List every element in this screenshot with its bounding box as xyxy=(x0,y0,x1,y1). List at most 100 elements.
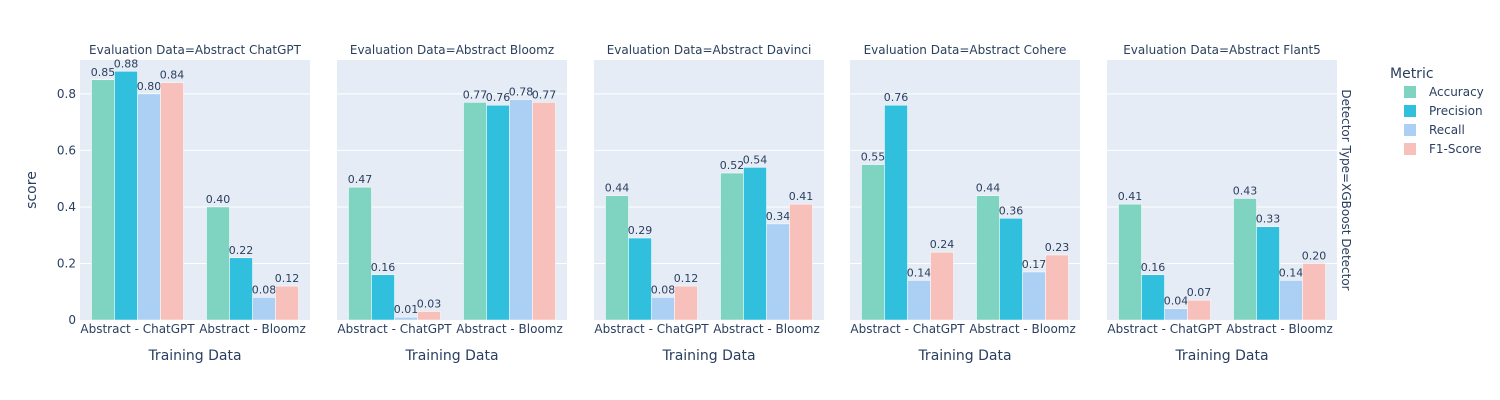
bar-precision xyxy=(114,71,138,321)
bar-f1-score xyxy=(930,251,954,321)
x-axis-title: Training Data xyxy=(1174,348,1268,364)
bar-value-label: 0.29 xyxy=(628,224,653,237)
bar-f1-score xyxy=(1302,263,1326,321)
bar-value-label: 0.76 xyxy=(486,91,511,104)
bar-value-label: 0.54 xyxy=(743,153,768,166)
y-tick-label: 0.4 xyxy=(57,200,76,214)
bar-value-label: 0.03 xyxy=(417,298,442,311)
bar-recall xyxy=(509,99,533,321)
x-tick-label: Abstract - ChatGPT xyxy=(850,322,965,336)
bar-accuracy xyxy=(720,172,744,321)
legend-label: F1-Score xyxy=(1429,142,1481,156)
bar-f1-score xyxy=(789,203,813,321)
bar-value-label: 0.76 xyxy=(884,91,909,104)
bar-value-label: 0.43 xyxy=(1233,184,1258,197)
bar-precision xyxy=(1256,226,1280,321)
legend-label: Recall xyxy=(1429,123,1465,137)
bar-value-label: 0.34 xyxy=(766,210,791,223)
bar-value-label: 0.77 xyxy=(532,88,557,101)
bar-value-label: 0.52 xyxy=(720,159,745,172)
bar-recall xyxy=(1164,308,1188,321)
bar-precision xyxy=(884,104,908,321)
bar-value-label: 0.77 xyxy=(463,88,488,101)
bar-value-label: 0.41 xyxy=(1118,190,1143,203)
legend-label: Precision xyxy=(1429,104,1483,118)
x-tick-label: Abstract - Bloomz xyxy=(456,322,563,336)
bar-f1-score xyxy=(417,311,441,321)
x-tick-label: Abstract - Bloomz xyxy=(713,322,820,336)
bar-value-label: 0.44 xyxy=(976,182,1001,195)
x-tick-label: Abstract - ChatGPT xyxy=(594,322,709,336)
bar-precision xyxy=(229,257,253,321)
bar-recall xyxy=(137,93,161,321)
bar-accuracy xyxy=(861,164,885,321)
bar-precision xyxy=(999,218,1023,321)
bar-value-label: 0.12 xyxy=(275,272,300,285)
y-tick-label: 0 xyxy=(68,313,76,327)
bar-accuracy xyxy=(1233,198,1257,321)
bar-value-label: 0.07 xyxy=(1187,286,1212,299)
bar-precision xyxy=(1141,274,1165,321)
legend-swatch xyxy=(1404,86,1416,98)
x-axis-title: Training Data xyxy=(404,348,498,364)
facet-title: Evaluation Data=Abstract Cohere xyxy=(864,43,1067,57)
bar-value-label: 0.78 xyxy=(509,86,534,99)
facet-title: Evaluation Data=Abstract ChatGPT xyxy=(89,43,302,57)
bar-accuracy xyxy=(605,195,629,321)
bar-value-label: 0.80 xyxy=(137,80,162,93)
legend-swatch xyxy=(1404,105,1416,117)
legend-swatch xyxy=(1404,124,1416,136)
bar-value-label: 0.08 xyxy=(651,283,676,296)
bar-value-label: 0.22 xyxy=(229,244,254,257)
y-tick-label: 0.6 xyxy=(57,143,76,157)
bar-value-label: 0.36 xyxy=(999,204,1024,217)
bar-accuracy xyxy=(206,206,230,321)
legend-swatch xyxy=(1404,143,1416,155)
row-facet-label: Detector Type=XGBoost Detector xyxy=(1339,89,1353,290)
bar-value-label: 0.04 xyxy=(1164,295,1189,308)
bar-accuracy xyxy=(463,102,487,321)
bar-value-label: 0.47 xyxy=(348,173,373,186)
bar-f1-score xyxy=(674,285,698,321)
y-axis-title: score xyxy=(24,171,40,209)
bar-value-label: 0.14 xyxy=(1279,266,1304,279)
x-tick-label: Abstract - Bloomz xyxy=(199,322,306,336)
bar-recall xyxy=(1022,271,1046,321)
bar-accuracy xyxy=(91,79,115,321)
y-tick-label: 0.2 xyxy=(57,256,76,270)
x-tick-label: Abstract - ChatGPT xyxy=(1107,322,1222,336)
bar-value-label: 0.14 xyxy=(907,266,932,279)
bar-precision xyxy=(628,237,652,321)
bar-value-label: 0.08 xyxy=(252,283,277,296)
bar-recall xyxy=(766,223,790,321)
x-axis-title: Training Data xyxy=(661,348,755,364)
bar-f1-score xyxy=(160,82,184,321)
bar-accuracy xyxy=(348,186,372,321)
bar-recall xyxy=(252,297,276,321)
bar-value-label: 0.17 xyxy=(1022,258,1047,271)
bar-value-label: 0.41 xyxy=(789,190,814,203)
bar-value-label: 0.16 xyxy=(371,261,396,274)
bar-f1-score xyxy=(1045,254,1069,321)
legend-label: Accuracy xyxy=(1429,85,1484,99)
bar-value-label: 0.40 xyxy=(206,193,231,206)
bar-value-label: 0.85 xyxy=(91,66,116,79)
bar-precision xyxy=(743,167,767,321)
facet-title: Evaluation Data=Abstract Flant5 xyxy=(1123,43,1321,57)
facet-title: Evaluation Data=Abstract Bloomz xyxy=(350,43,554,57)
x-tick-label: Abstract - Bloomz xyxy=(969,322,1076,336)
bar-value-label: 0.16 xyxy=(1141,261,1166,274)
bar-value-label: 0.24 xyxy=(930,238,955,251)
bar-value-label: 0.44 xyxy=(605,182,630,195)
bar-recall xyxy=(907,280,931,321)
x-tick-label: Abstract - ChatGPT xyxy=(337,322,452,336)
bar-f1-score xyxy=(275,285,299,321)
bar-recall xyxy=(651,297,675,321)
bar-recall xyxy=(1279,280,1303,321)
bar-value-label: 0.55 xyxy=(861,151,886,164)
bar-value-label: 0.20 xyxy=(1302,249,1327,262)
bar-value-label: 0.88 xyxy=(114,57,139,70)
bar-f1-score xyxy=(1187,299,1211,321)
y-tick-label: 0.8 xyxy=(57,87,76,101)
